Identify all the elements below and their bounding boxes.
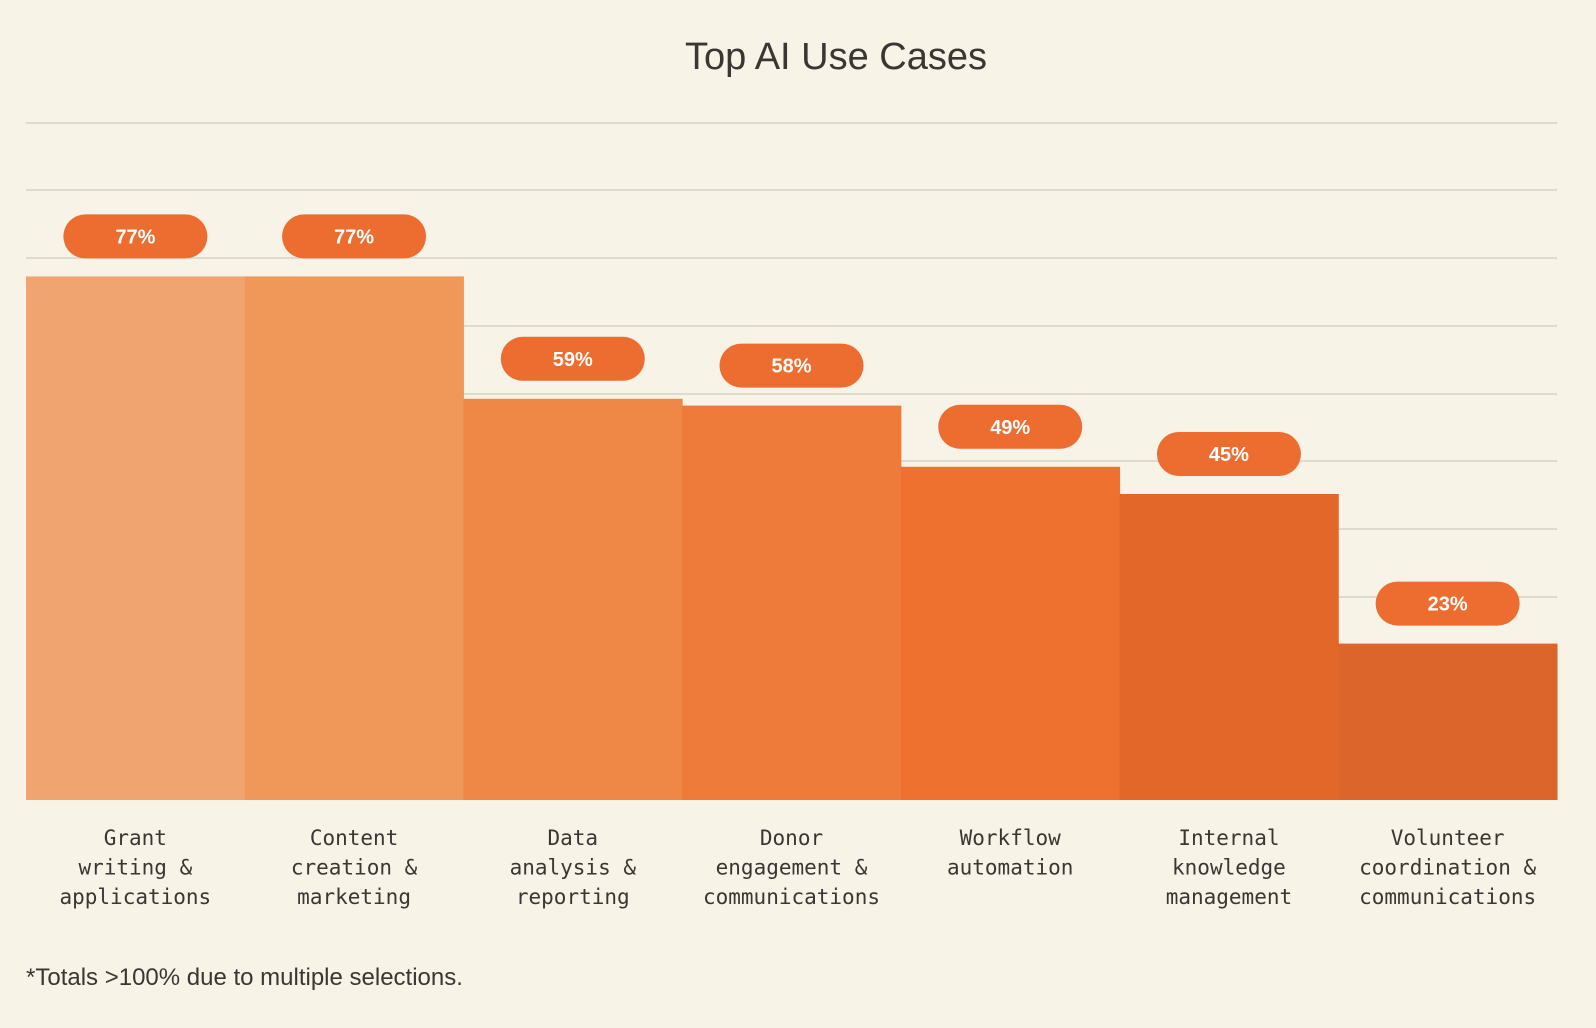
x-tick-label: Data	[547, 826, 598, 850]
x-tick-label: knowledge	[1172, 856, 1286, 880]
x-tick-label: creation &	[291, 856, 418, 880]
data-label: 49%	[990, 417, 1030, 439]
data-label: 58%	[771, 356, 811, 378]
x-tick-label: marketing	[297, 885, 411, 909]
bar	[26, 276, 246, 800]
x-tick-label: Internal	[1178, 826, 1279, 850]
chart-title: Top AI Use Cases	[684, 36, 988, 78]
data-label: 45%	[1209, 444, 1249, 466]
bar	[900, 466, 1121, 800]
bar	[244, 276, 464, 800]
x-tick-label: Workflow	[960, 826, 1062, 850]
x-tick-label: automation	[947, 856, 1073, 880]
bar	[682, 405, 902, 800]
x-tick-label: coordination &	[1359, 856, 1536, 880]
footnote: *Totals >100% due to multiple selections…	[26, 964, 463, 991]
bar	[1338, 643, 1558, 800]
x-tick-label: communications	[703, 885, 880, 909]
x-tick-label: analysis &	[510, 856, 637, 880]
x-tick-label: Grant	[104, 826, 167, 850]
value-pill	[500, 336, 645, 381]
x-tick-label: writing &	[78, 856, 192, 880]
data-label: 77%	[115, 226, 155, 248]
x-tick-label: Content	[310, 826, 399, 850]
bar	[1119, 494, 1339, 800]
value-pill	[282, 214, 427, 259]
value-pill	[938, 404, 1083, 449]
x-tick-label: applications	[59, 885, 211, 909]
x-tick-label: Volunteer	[1391, 826, 1505, 850]
x-tick-label: Donor	[760, 826, 823, 850]
value-pill	[719, 343, 864, 388]
x-tick-label: engagement &	[716, 856, 868, 880]
x-tick-label: communications	[1359, 885, 1536, 909]
x-tick-label: management	[1166, 885, 1292, 909]
value-pill	[1156, 432, 1301, 476]
value-pill	[63, 214, 208, 259]
x-tick-label: reporting	[516, 885, 630, 909]
data-label: 59%	[553, 349, 593, 371]
bar	[463, 398, 683, 800]
data-label: 23%	[1428, 594, 1468, 616]
data-label: 77%	[334, 226, 374, 248]
value-pill	[1375, 581, 1520, 626]
